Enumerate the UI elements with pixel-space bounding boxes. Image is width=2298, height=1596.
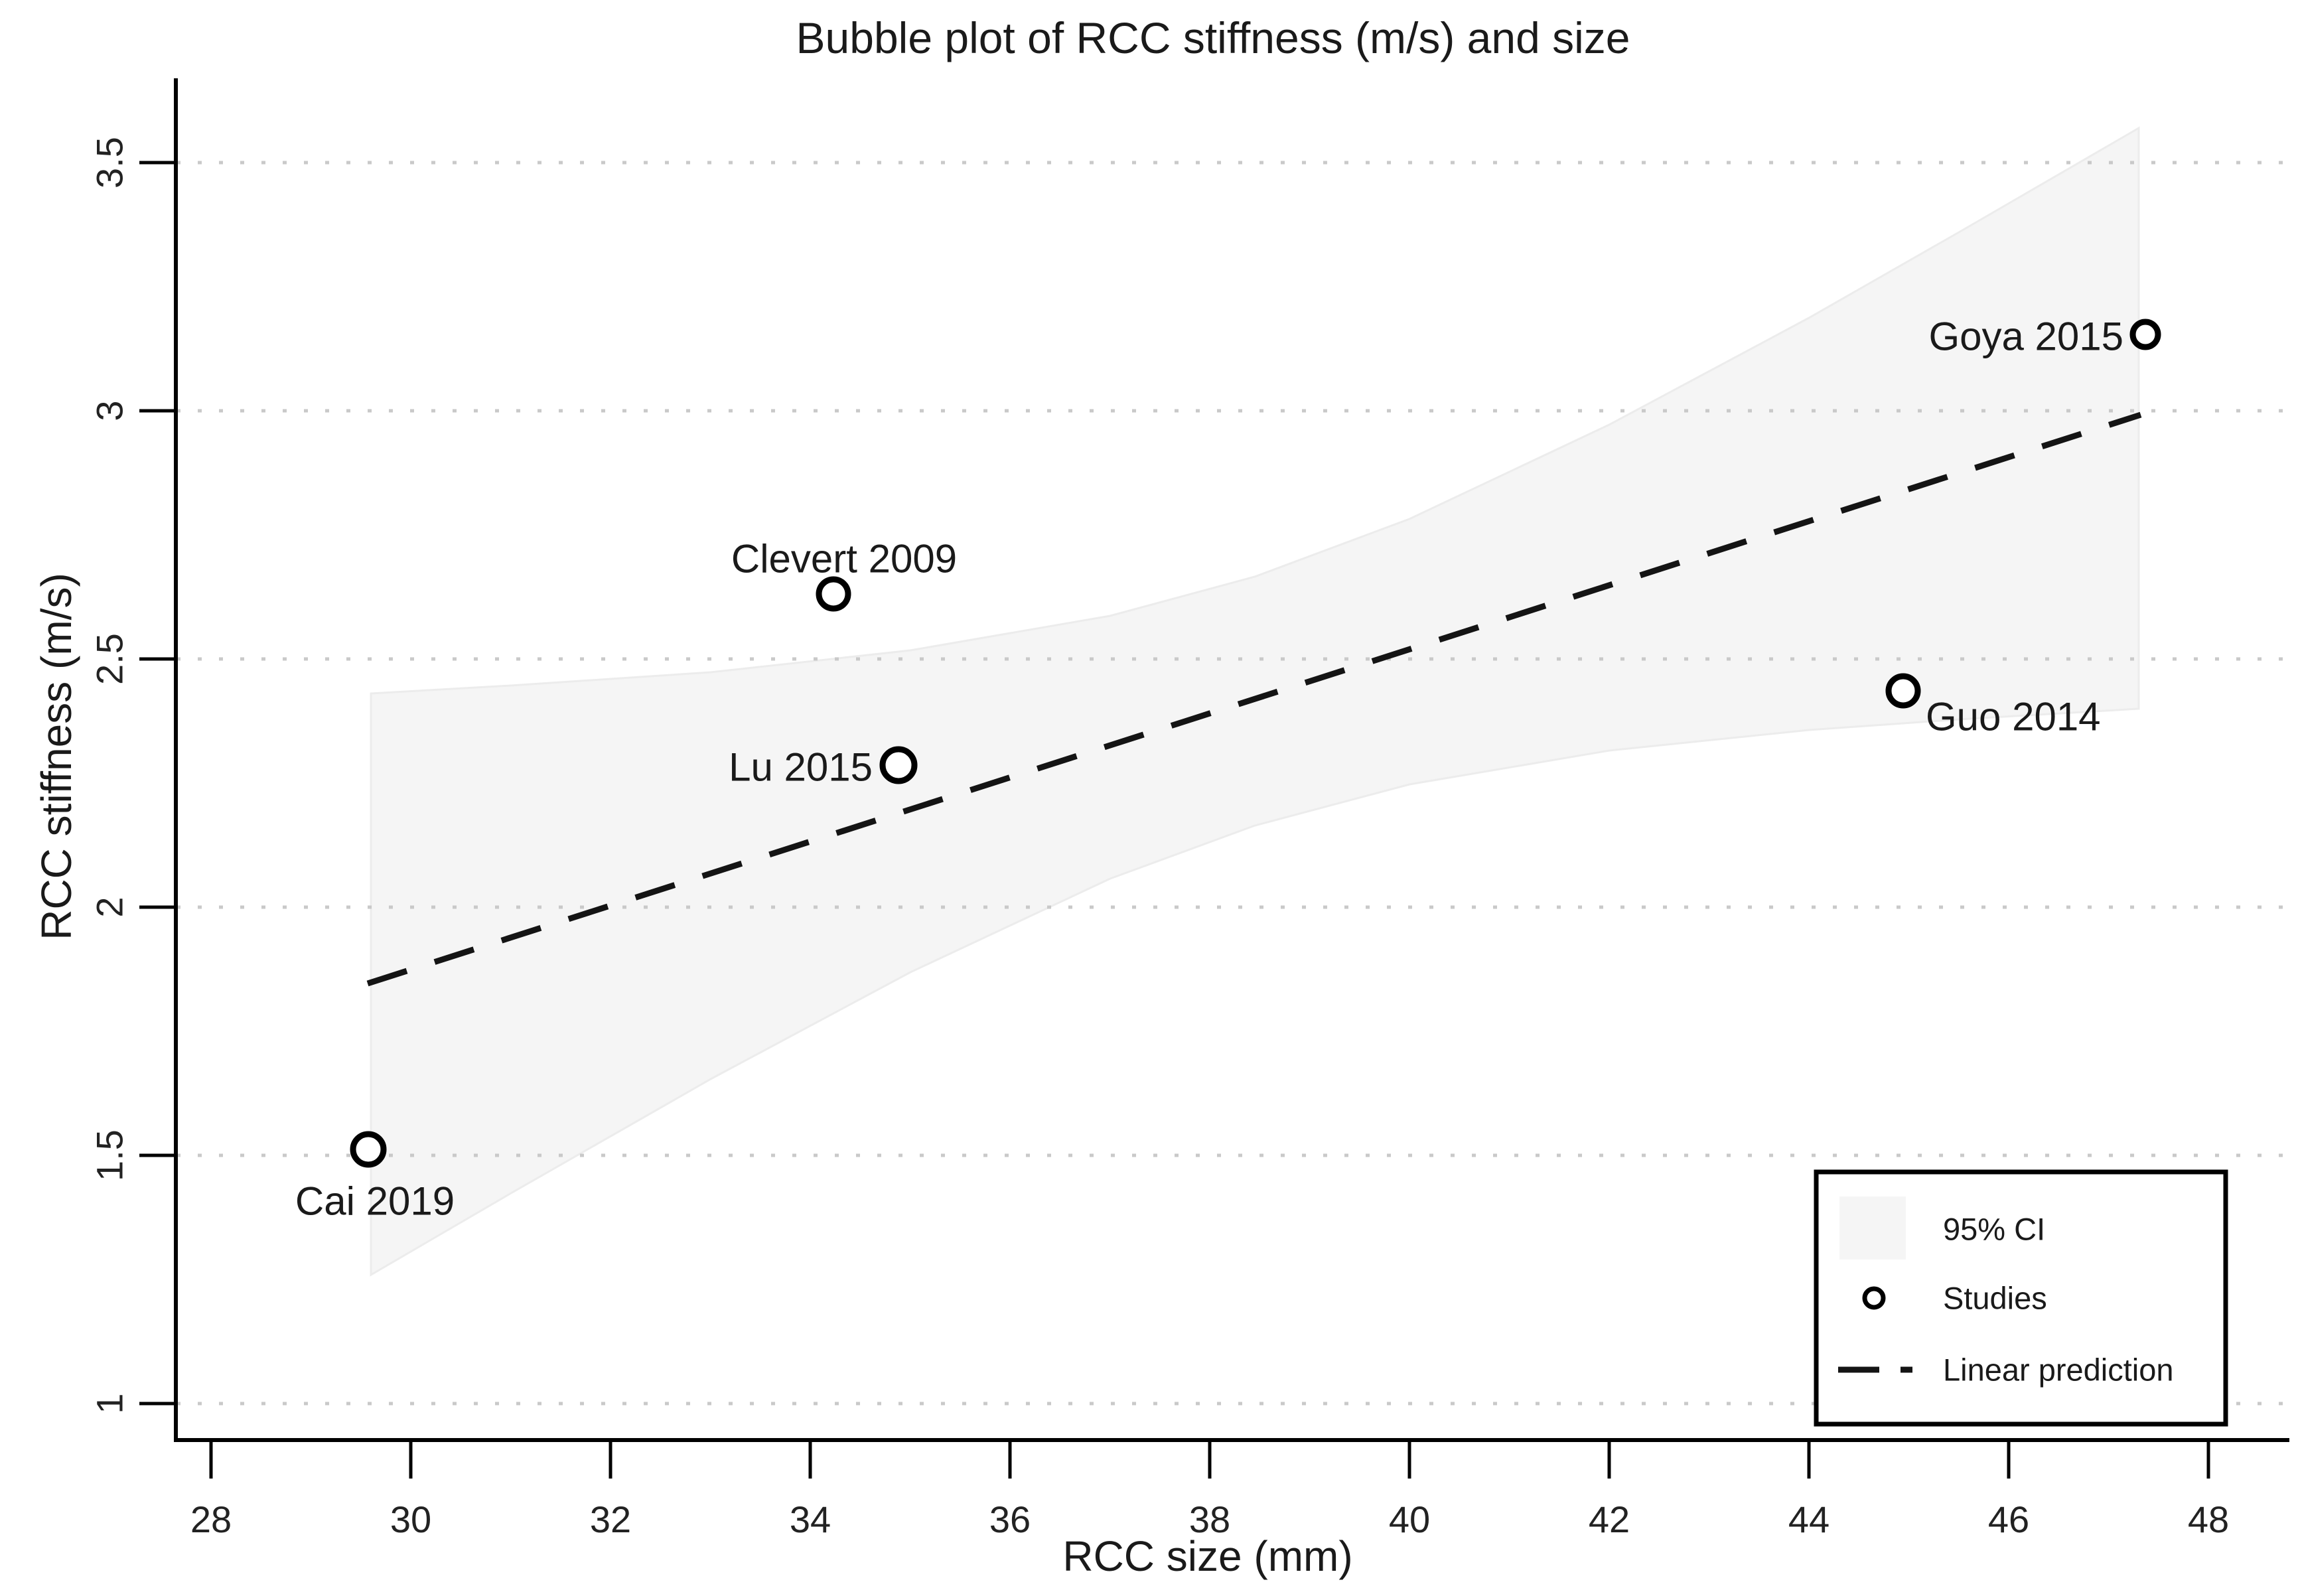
legend-studies-marker-icon [1862, 1286, 1886, 1310]
y-axis-title: RCC stiffness (m/s) [33, 573, 80, 940]
x-tick-label: 40 [1389, 1498, 1430, 1540]
y-tick-label: 1.5 [89, 1129, 131, 1181]
study-label-clevert-2009: Clevert 2009 [731, 537, 957, 581]
legend: 95% CI Studies Linear prediction [1814, 1169, 2228, 1427]
linear-prediction-line [366, 411, 2142, 987]
x-tick-label: 38 [1189, 1498, 1230, 1540]
x-tick-label: 32 [590, 1498, 631, 1540]
x-tick-label: 30 [390, 1498, 431, 1540]
legend-prediction-label: Linear prediction [1943, 1352, 2174, 1388]
x-tick-label: 46 [1988, 1498, 2029, 1540]
study-bubble-clevert-2009 [816, 576, 851, 612]
legend-ci-label: 95% CI [1943, 1212, 2045, 1247]
x-tick-label: 28 [190, 1498, 232, 1540]
study-bubble-guo-2014 [1885, 673, 1921, 709]
x-tick-label: 42 [1589, 1498, 1630, 1540]
legend-studies-label: Studies [1943, 1281, 2047, 1316]
y-tick-labels: 1 1.5 2 2.5 3 3.5 [89, 137, 131, 1414]
study-label-guo-2014: Guo 2014 [1926, 695, 2101, 739]
study-labels: Cai 2019 Clevert 2009 Lu 2015 Guo 2014 G… [295, 315, 2123, 1224]
study-label-lu-2015: Lu 2015 [729, 745, 873, 790]
study-bubble-goya-2015 [2129, 319, 2161, 350]
y-ticks [139, 161, 176, 1406]
axes [174, 78, 2289, 1442]
x-tick-label: 44 [1788, 1498, 1830, 1540]
y-tick-label: 2.5 [89, 633, 131, 685]
y-tick-label: 3 [89, 400, 131, 421]
study-label-goya-2015: Goya 2015 [1928, 315, 2123, 359]
study-label-cai-2019: Cai 2019 [295, 1179, 455, 1224]
x-tick-label: 48 [2188, 1498, 2229, 1540]
study-bubble-lu-2015 [879, 746, 918, 784]
legend-ci-swatch [1839, 1197, 1906, 1260]
y-tick-label: 1 [89, 1393, 131, 1414]
y-tick-label: 2 [89, 897, 131, 917]
x-tick-label: 34 [790, 1498, 831, 1540]
x-tick-label: 36 [989, 1498, 1031, 1540]
y-tick-label: 3.5 [89, 137, 131, 188]
x-axis-title: RCC size (mm) [1062, 1532, 1352, 1580]
chart-title: Bubble plot of RCC stiffness (m/s) and s… [796, 13, 1630, 62]
study-bubble-cai-2019 [350, 1131, 387, 1168]
x-ticks [209, 1440, 2210, 1479]
study-bubbles [350, 319, 2161, 1168]
x-tick-labels: 28 30 32 34 36 38 40 42 44 46 48 [190, 1498, 2229, 1540]
